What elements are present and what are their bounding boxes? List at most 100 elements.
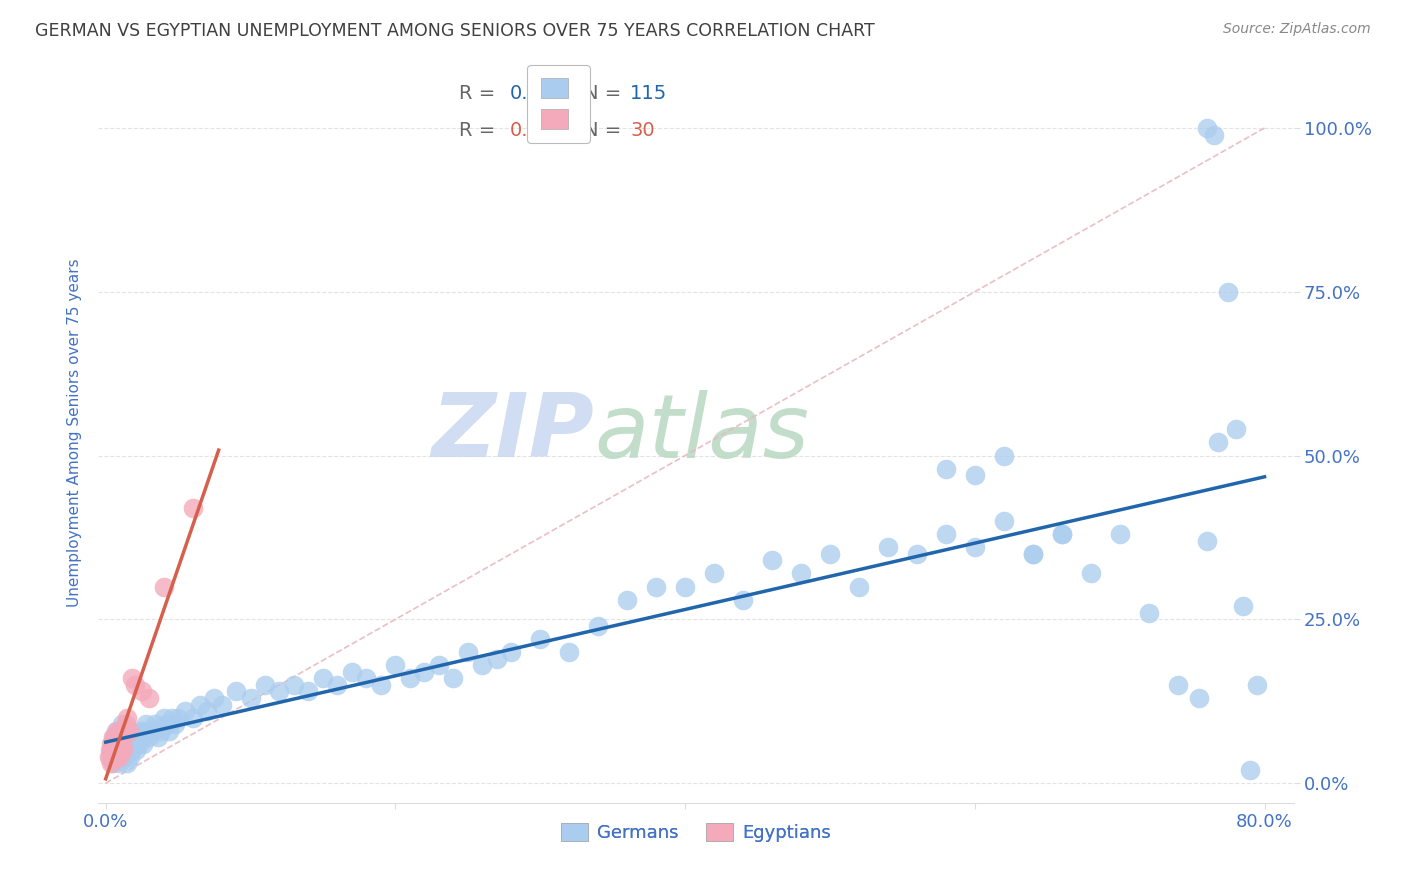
Point [457,645,479,659]
Point [131,684,153,698]
Point [103,731,125,745]
Point [384,658,406,673]
Point [181,711,204,725]
Point [155,717,177,731]
Point [105,737,128,751]
Point [501,645,523,659]
Point [935,527,957,541]
Point [790,566,813,581]
Text: N =: N = [583,84,627,103]
Point [104,731,127,745]
Point [108,723,131,738]
Point [121,737,143,751]
Point [848,580,870,594]
Point [1206,435,1229,450]
Point [104,750,127,764]
Point [115,723,138,738]
Point [1225,422,1247,436]
Text: Source: ZipAtlas.com: Source: ZipAtlas.com [1223,22,1371,37]
Point [117,737,139,751]
Point [181,500,204,515]
Point [312,671,335,685]
Point [149,723,172,738]
Point [98,743,121,757]
Point [529,632,551,646]
Point [112,731,135,745]
Point [1202,128,1225,142]
Point [105,723,128,738]
Point [112,737,135,751]
Point [1050,527,1073,541]
Point [108,731,131,745]
Point [146,731,169,745]
Point [935,461,957,475]
Text: R =: R = [460,84,502,103]
Point [413,665,436,679]
Text: R =: R = [460,121,502,140]
Point [152,580,174,594]
Point [108,743,131,757]
Point [101,750,124,764]
Point [1167,678,1189,692]
Point [132,737,155,751]
Point [117,711,139,725]
Point [586,619,609,633]
Point [225,684,247,698]
Point [103,737,125,751]
Point [112,743,135,757]
Point [1246,678,1268,692]
Point [1108,527,1130,541]
Text: ZIP: ZIP [432,389,595,476]
Point [110,717,132,731]
Point [117,756,139,771]
Point [110,750,132,764]
Point [165,717,187,731]
Point [105,750,128,764]
Point [124,737,146,751]
Point [114,731,136,745]
Point [107,756,129,771]
Point [269,684,291,698]
Point [110,723,132,738]
Point [107,731,129,745]
Point [441,671,464,685]
Point [115,717,138,731]
Point [1232,599,1254,614]
Point [877,541,900,555]
Text: 0.536: 0.536 [509,84,565,103]
Point [104,743,127,757]
Point [152,711,174,725]
Point [356,671,378,685]
Point [103,743,125,757]
Point [97,750,120,764]
Point [101,756,124,771]
Point [105,743,128,757]
Text: 0.195: 0.195 [509,121,565,140]
Point [703,566,725,581]
Point [1218,285,1240,299]
Point [131,731,153,745]
Point [485,651,508,665]
Point [558,645,581,659]
Point [202,690,225,705]
Point [993,449,1015,463]
Point [1195,533,1218,548]
Point [1137,606,1160,620]
Point [118,731,141,745]
Point [120,750,142,764]
Point [127,731,149,745]
Point [1195,120,1218,135]
Point [135,717,157,731]
Point [1050,527,1073,541]
Point [399,671,422,685]
Point [114,723,136,738]
Point [993,514,1015,528]
Point [115,743,138,757]
Point [174,704,197,718]
Point [253,678,276,692]
Point [370,678,392,692]
Point [112,743,135,757]
Point [120,723,142,738]
Point [125,743,148,757]
Legend: Germans, Egyptians: Germans, Egyptians [554,815,838,849]
